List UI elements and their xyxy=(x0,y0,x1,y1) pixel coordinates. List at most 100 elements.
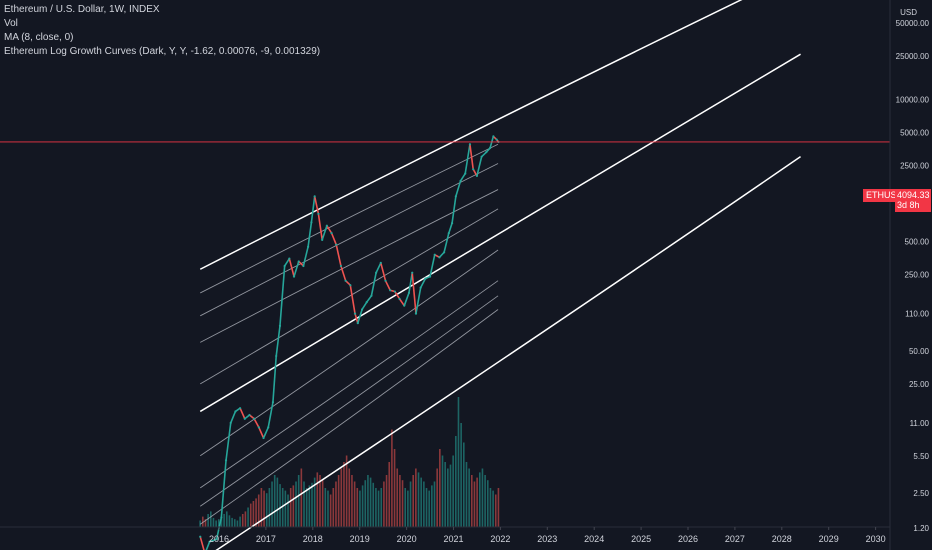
growth-curve-line xyxy=(200,143,499,294)
price-point xyxy=(447,231,450,235)
price-series xyxy=(199,135,500,550)
price-point xyxy=(414,312,418,315)
price-segment xyxy=(415,287,422,314)
price-point xyxy=(384,279,387,282)
price-segment xyxy=(253,418,260,428)
price-segment xyxy=(317,213,323,240)
price-point xyxy=(335,243,338,246)
volume-bar xyxy=(225,511,228,527)
price-point xyxy=(433,253,436,256)
price-point xyxy=(419,286,422,289)
volume-bar xyxy=(223,514,225,527)
price-segment xyxy=(340,265,347,281)
growth-curve-line xyxy=(200,163,499,317)
volume-bar xyxy=(236,520,239,527)
volume-bar xyxy=(484,475,486,527)
volume-bar xyxy=(263,490,265,527)
volume-bar xyxy=(273,475,276,527)
price-point xyxy=(339,264,343,268)
volume-bar xyxy=(447,468,449,527)
volume-bar xyxy=(212,517,215,527)
volume-bar xyxy=(420,477,422,527)
volume-bar xyxy=(457,397,460,527)
volume-bar xyxy=(494,494,497,527)
price-point xyxy=(321,238,324,241)
volume-bar xyxy=(228,515,231,527)
price-point xyxy=(330,231,333,235)
price-point xyxy=(302,264,305,268)
volume-bar xyxy=(324,488,327,527)
volume-bar xyxy=(444,462,446,527)
volume-bar xyxy=(388,462,391,527)
volume-bar xyxy=(428,490,430,527)
price-segment xyxy=(225,422,232,461)
x-axis[interactable]: 2016 2017 2018 2019 2020 2021 2022 2023 2024 2025… xyxy=(209,527,886,544)
price-segment xyxy=(472,168,478,177)
x-tick-label: 2016 xyxy=(209,534,229,544)
price-point xyxy=(468,143,472,146)
volume-bar xyxy=(276,477,279,527)
volume-bar xyxy=(305,488,308,527)
price-point xyxy=(370,294,373,297)
price-point xyxy=(288,257,291,260)
price-segment xyxy=(476,156,483,177)
x-tick-label: 2028 xyxy=(772,534,792,544)
volume-bar xyxy=(241,514,244,527)
price-point xyxy=(443,251,446,254)
price-point xyxy=(375,271,378,274)
growth-curve-line xyxy=(199,53,801,413)
symbol-title[interactable]: Ethereum / U.S. Dollar, 1W, INDEX xyxy=(4,4,160,15)
price-point xyxy=(438,256,441,259)
volume-bar xyxy=(473,481,476,527)
y-tick-label: 250.00 xyxy=(905,271,930,280)
price-point xyxy=(310,221,313,224)
volume-bar xyxy=(257,494,260,527)
price-point xyxy=(424,277,427,280)
volume-bar xyxy=(316,472,319,527)
volume-bar xyxy=(460,423,462,527)
volume-bar xyxy=(244,511,247,527)
volume-bar xyxy=(372,482,375,527)
price-segment xyxy=(335,244,342,267)
x-tick-label: 2030 xyxy=(866,534,886,544)
volume-bar xyxy=(391,429,393,527)
price-segment xyxy=(349,285,356,314)
price-point xyxy=(492,135,495,138)
volume-bar xyxy=(332,488,335,527)
volume-bar xyxy=(268,488,271,527)
growth-curves-indicator-label[interactable]: Ethereum Log Growth Curves (Dark, Y, Y, … xyxy=(4,46,321,57)
price-point xyxy=(344,279,347,282)
volume-bar xyxy=(217,519,220,527)
volume-bar xyxy=(465,462,468,527)
log-growth-curves xyxy=(199,0,801,550)
volume-bar xyxy=(292,485,295,527)
ma-indicator-label[interactable]: MA (8, close, 0) xyxy=(4,32,74,43)
price-point xyxy=(464,172,467,175)
price-point xyxy=(262,436,265,440)
vol-indicator-label[interactable]: Vol xyxy=(4,18,18,29)
price-segment xyxy=(464,144,471,174)
price-point xyxy=(407,291,411,295)
price-point xyxy=(459,179,462,183)
x-tick-label: 2024 xyxy=(584,534,604,544)
volume-bar xyxy=(207,514,209,527)
price-segment xyxy=(321,225,328,241)
price-point xyxy=(488,146,492,150)
x-tick-label: 2018 xyxy=(303,534,323,544)
y-tick-label: 5000.00 xyxy=(900,128,929,137)
price-segment xyxy=(366,295,373,303)
price-point xyxy=(220,516,223,519)
volume-bar xyxy=(383,481,385,527)
price-point xyxy=(360,308,364,311)
price-point xyxy=(313,195,316,198)
price-segment xyxy=(384,280,391,291)
price-segment xyxy=(375,262,382,274)
price-segment xyxy=(302,246,309,267)
y-axis[interactable]: 800000.00400000.00200000.00100000.005000… xyxy=(891,0,930,550)
price-point xyxy=(267,426,270,429)
price-point xyxy=(393,290,396,293)
y-tick-label: 500.00 xyxy=(905,238,930,247)
volume-bar xyxy=(289,488,292,527)
volume-bar xyxy=(361,485,364,527)
